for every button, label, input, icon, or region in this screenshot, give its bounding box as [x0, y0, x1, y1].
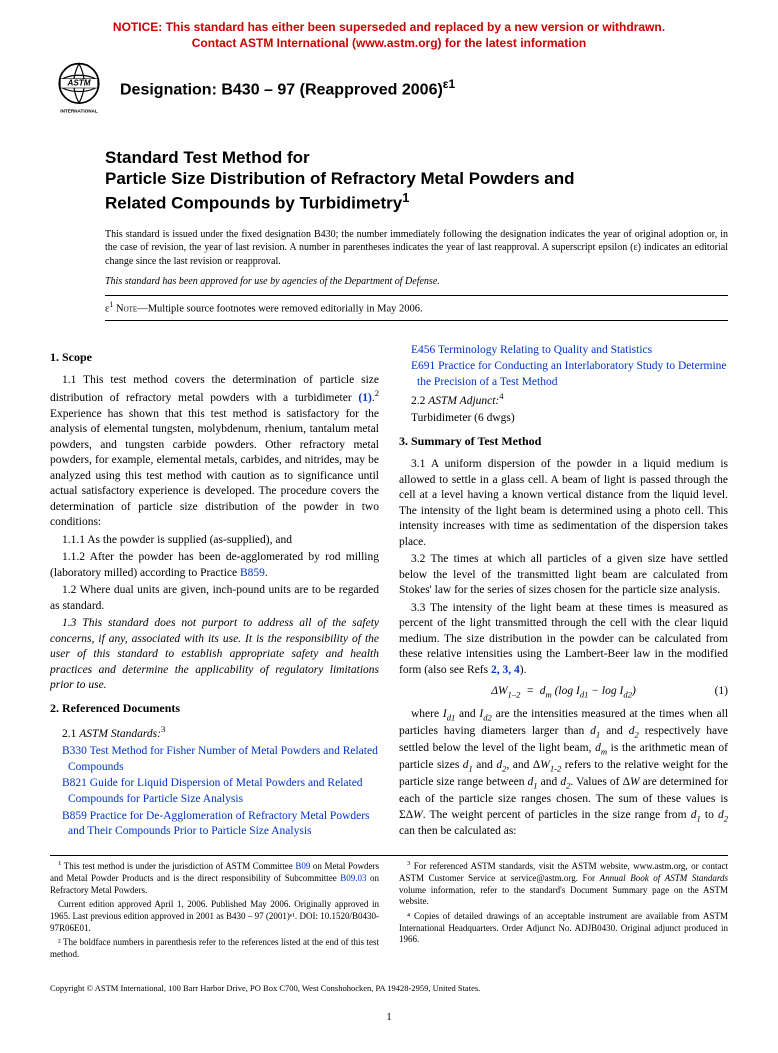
- scope-1-1-1: 1.1.1 As the powder is supplied (as-supp…: [50, 533, 379, 549]
- scope-1-1-2: 1.1.2 After the powder has been de-agglo…: [50, 550, 379, 581]
- summary-3-1: 3.1 A uniform dispersion of the powder i…: [399, 457, 728, 550]
- footnote-3: 3 For referenced ASTM standards, visit t…: [399, 860, 728, 908]
- scope-1-3: 1.3 This standard does not purport to ad…: [50, 616, 379, 694]
- where-clause: where Id1 and Id2 are the intensities me…: [399, 707, 728, 840]
- astm-logo-icon: ASTM INTERNATIONAL: [50, 59, 108, 117]
- title-l3: Related Compounds by Turbidimetry: [105, 193, 402, 212]
- svg-text:INTERNATIONAL: INTERNATIONAL: [60, 109, 98, 114]
- body-columns: 1. Scope 1.1 This test method covers the…: [50, 343, 728, 842]
- ref-e456[interactable]: E456 Terminology Relating to Quality and…: [417, 343, 728, 359]
- notice-line1: NOTICE: This standard has either been su…: [113, 20, 665, 34]
- scope-1-2: 1.2 Where dual units are given, inch-pou…: [50, 583, 379, 614]
- ref-e691[interactable]: E691 Practice for Conducting an Interlab…: [417, 359, 728, 390]
- title-l2: Particle Size Distribution of Refractory…: [105, 169, 575, 188]
- refs-234-link[interactable]: 2, 3, 4: [491, 664, 520, 676]
- refs-2-1: 2.1 ASTM Standards:3: [50, 724, 379, 742]
- ref-b330[interactable]: B330 Test Method for Fisher Number of Me…: [68, 744, 379, 775]
- references-heading: 2. Referenced Documents: [50, 700, 379, 716]
- footnotes: 1 This test method is under the jurisdic…: [50, 855, 728, 961]
- summary-heading: 3. Summary of Test Method: [399, 433, 728, 449]
- ref-b859[interactable]: B859 Practice for De-Agglomeration of Re…: [68, 809, 379, 840]
- summary-3-3: 3.3 The intensity of the light beam at t…: [399, 601, 728, 679]
- ref-b821[interactable]: B821 Guide for Liquid Dispersion of Meta…: [68, 776, 379, 807]
- copyright-text: Copyright © ASTM International, 100 Barr…: [50, 983, 728, 993]
- header-row: ASTM INTERNATIONAL Designation: B430 – 9…: [50, 59, 728, 117]
- b859-link[interactable]: B859: [240, 567, 265, 579]
- issuance-text: This standard is issued under the fixed …: [105, 228, 728, 269]
- designation-prefix: Designation:: [120, 81, 221, 98]
- footnote-1: 1 This test method is under the jurisdic…: [50, 860, 379, 896]
- footnote-2: ² The boldface numbers in parenthesis re…: [50, 937, 379, 960]
- equation-1: ΔW1–2 = dm (log Id1 − log Id2) (1): [399, 684, 728, 701]
- page-number: 1: [50, 1011, 728, 1023]
- title-l1: Standard Test Method for: [105, 148, 310, 167]
- eq-number: (1): [715, 684, 728, 700]
- eps-label: Note—: [113, 304, 147, 315]
- adjunct-item: Turbidimeter (6 dwgs): [417, 411, 728, 427]
- ref-1-link[interactable]: (1): [358, 392, 371, 404]
- title-block: Standard Test Method for Particle Size D…: [105, 147, 728, 213]
- summary-3-2: 3.2 The times at which all particles of …: [399, 552, 728, 599]
- notice-banner: NOTICE: This standard has either been su…: [50, 20, 728, 51]
- footnote-4: ⁴ Copies of detailed drawings of an acce…: [399, 911, 728, 946]
- b09-link[interactable]: B09: [295, 861, 310, 871]
- svg-text:ASTM: ASTM: [67, 79, 91, 88]
- designation-code: B430 – 97 (Reapproved 2006): [221, 81, 442, 98]
- title-sup: 1: [402, 190, 409, 205]
- page: NOTICE: This standard has either been su…: [0, 0, 778, 1053]
- footnote-1b: Current edition approved April 1, 2006. …: [50, 899, 379, 934]
- notice-line2: Contact ASTM International (www.astm.org…: [192, 36, 586, 50]
- scope-heading: 1. Scope: [50, 349, 379, 365]
- eps-text: Multiple source footnotes were removed e…: [148, 304, 423, 315]
- b0903-link[interactable]: B09.03: [340, 873, 366, 883]
- designation: Designation: B430 – 97 (Reapproved 2006)…: [120, 77, 455, 99]
- dod-approval: This standard has been approved for use …: [105, 276, 728, 287]
- refs-2-2: 2.2 ASTM Adjunct:4: [399, 391, 728, 409]
- epsilon-note: ε1 Note—Multiple source footnotes were r…: [105, 295, 728, 321]
- scope-1-1: 1.1 This test method covers the determin…: [50, 373, 379, 531]
- designation-sup: ε1: [443, 77, 455, 91]
